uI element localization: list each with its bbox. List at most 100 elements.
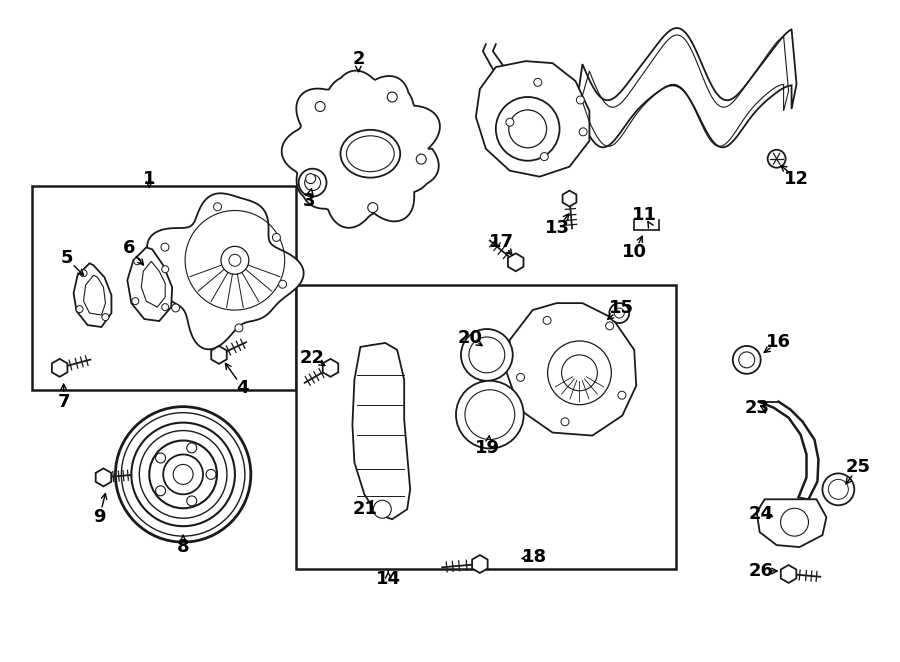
Circle shape (173, 465, 194, 485)
Circle shape (506, 118, 514, 126)
Polygon shape (323, 359, 338, 377)
Bar (32, 185, 296, 390)
Circle shape (221, 246, 248, 274)
Circle shape (131, 298, 139, 305)
Circle shape (609, 303, 629, 323)
Circle shape (187, 496, 197, 506)
Circle shape (156, 453, 166, 463)
Circle shape (517, 373, 525, 381)
Circle shape (416, 154, 427, 164)
Polygon shape (476, 61, 590, 177)
Circle shape (461, 329, 513, 381)
Circle shape (163, 455, 203, 495)
Circle shape (618, 391, 626, 399)
Circle shape (134, 258, 140, 265)
Circle shape (206, 469, 216, 479)
Circle shape (76, 306, 83, 312)
Circle shape (149, 440, 217, 508)
Circle shape (387, 92, 397, 102)
Circle shape (131, 422, 235, 526)
Polygon shape (128, 248, 172, 321)
Text: 20: 20 (457, 329, 482, 347)
Circle shape (315, 101, 325, 111)
Text: 17: 17 (490, 234, 514, 252)
Text: 23: 23 (744, 399, 770, 416)
Text: 22: 22 (300, 349, 325, 367)
Circle shape (80, 269, 87, 277)
Polygon shape (147, 193, 303, 350)
Polygon shape (472, 555, 488, 573)
Circle shape (172, 304, 180, 312)
Circle shape (140, 430, 227, 518)
Text: 3: 3 (302, 191, 315, 210)
Polygon shape (781, 565, 797, 583)
Text: 14: 14 (376, 570, 400, 588)
Circle shape (496, 97, 560, 161)
Text: 1: 1 (143, 169, 156, 187)
Circle shape (543, 316, 551, 324)
Text: 9: 9 (94, 508, 105, 526)
Circle shape (576, 96, 584, 104)
Circle shape (768, 150, 786, 167)
Text: 7: 7 (58, 393, 70, 410)
Circle shape (580, 128, 587, 136)
Circle shape (368, 203, 378, 213)
Circle shape (187, 443, 197, 453)
Circle shape (374, 500, 392, 518)
Text: 15: 15 (608, 299, 634, 317)
Circle shape (235, 324, 243, 332)
Circle shape (469, 337, 505, 373)
Circle shape (115, 406, 251, 542)
Text: 13: 13 (545, 219, 570, 238)
Text: 21: 21 (353, 500, 378, 518)
Text: 25: 25 (846, 458, 871, 477)
Circle shape (540, 153, 548, 161)
Circle shape (615, 308, 625, 318)
Circle shape (739, 352, 755, 368)
Circle shape (122, 412, 245, 536)
Circle shape (299, 169, 327, 197)
Text: 19: 19 (475, 438, 500, 457)
Text: 26: 26 (748, 562, 773, 580)
Circle shape (465, 390, 515, 440)
Circle shape (733, 346, 760, 374)
Circle shape (508, 110, 546, 148)
Text: 11: 11 (632, 207, 657, 224)
Circle shape (162, 265, 168, 273)
Text: 8: 8 (176, 538, 189, 556)
Ellipse shape (340, 130, 400, 177)
Polygon shape (562, 191, 576, 207)
Polygon shape (508, 254, 524, 271)
Bar (296, 285, 676, 569)
Polygon shape (52, 359, 68, 377)
Circle shape (534, 78, 542, 86)
Text: 4: 4 (237, 379, 249, 397)
Text: 10: 10 (622, 244, 647, 261)
Circle shape (561, 418, 569, 426)
Circle shape (606, 322, 614, 330)
Polygon shape (282, 71, 440, 228)
Text: 24: 24 (748, 505, 773, 523)
Polygon shape (578, 28, 796, 148)
Circle shape (273, 234, 281, 242)
Text: 12: 12 (784, 169, 809, 187)
Polygon shape (507, 303, 636, 436)
Polygon shape (353, 343, 410, 519)
Circle shape (213, 203, 221, 211)
Circle shape (161, 243, 169, 251)
Polygon shape (212, 346, 227, 364)
Circle shape (102, 314, 109, 320)
Text: 16: 16 (766, 333, 791, 351)
Circle shape (156, 486, 166, 496)
Text: 5: 5 (60, 250, 73, 267)
Circle shape (304, 175, 320, 191)
Polygon shape (74, 263, 112, 327)
Circle shape (162, 304, 168, 310)
Text: 6: 6 (123, 240, 136, 258)
Circle shape (456, 381, 524, 448)
Text: 2: 2 (352, 50, 365, 68)
Text: 18: 18 (522, 548, 547, 566)
Polygon shape (757, 499, 826, 547)
Circle shape (306, 173, 316, 183)
Circle shape (229, 254, 241, 266)
